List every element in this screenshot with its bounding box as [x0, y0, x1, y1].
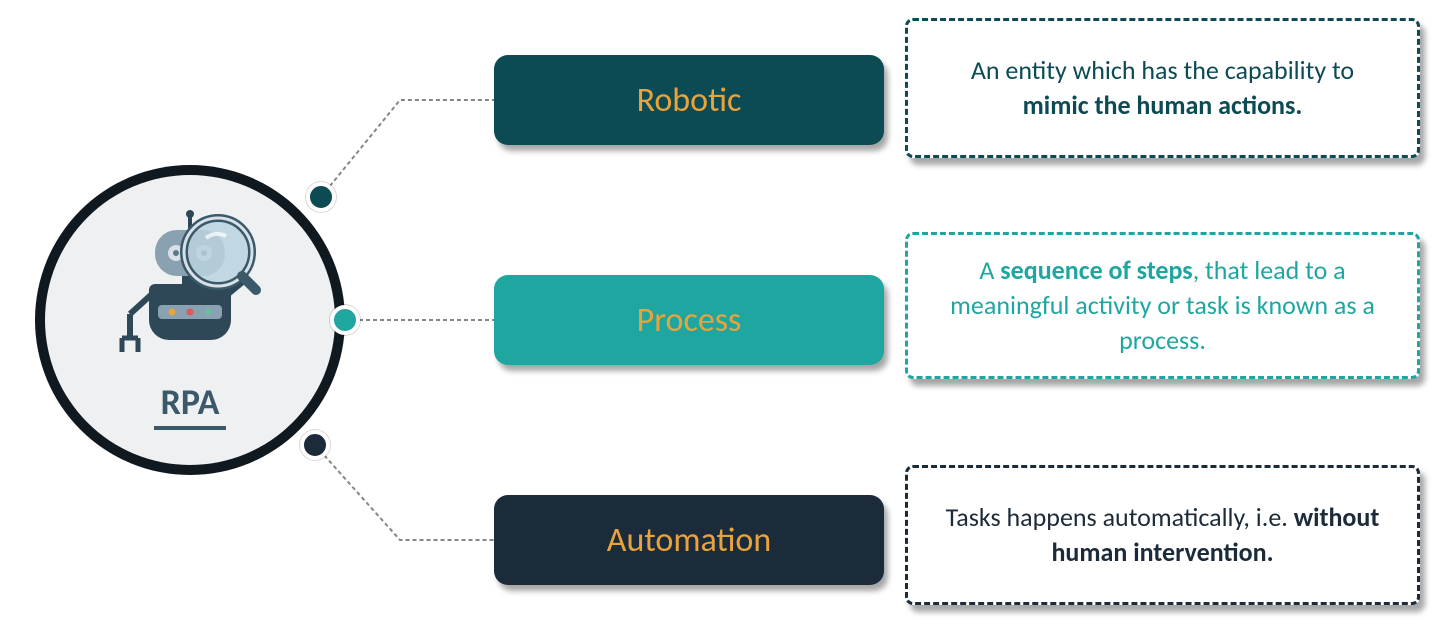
desc-automation: Tasks happens automatically, i.e. withou…: [905, 465, 1420, 605]
center-label-underline: [154, 426, 226, 430]
desc-robotic: An entity which has the capability to mi…: [905, 18, 1420, 158]
connector-dot-automation: [300, 430, 330, 460]
pill-automation-label: Automation: [607, 520, 771, 561]
desc-process-text: A sequence of steps, that lead to a mean…: [936, 253, 1389, 358]
robot-icon: [100, 210, 280, 370]
connector-line-automation: [315, 445, 494, 540]
desc-robotic-text: An entity which has the capability to mi…: [936, 53, 1389, 123]
center-label: RPA: [161, 380, 220, 424]
desc-process: A sequence of steps, that lead to a mean…: [905, 232, 1420, 379]
desc-automation-text: Tasks happens automatically, i.e. withou…: [936, 500, 1389, 570]
pill-robotic: Robotic: [494, 55, 884, 145]
center-circle: RPA: [45, 175, 335, 465]
pill-automation: Automation: [494, 495, 884, 585]
connector-dot-process: [330, 305, 360, 335]
diagram-canvas: RPA Robotic Process Automation An entity…: [0, 0, 1447, 629]
connector-line-robotic: [321, 100, 494, 197]
pill-process-label: Process: [637, 300, 742, 341]
pill-robotic-label: Robotic: [637, 80, 742, 121]
connector-dot-robotic: [306, 182, 336, 212]
pill-process: Process: [494, 275, 884, 365]
